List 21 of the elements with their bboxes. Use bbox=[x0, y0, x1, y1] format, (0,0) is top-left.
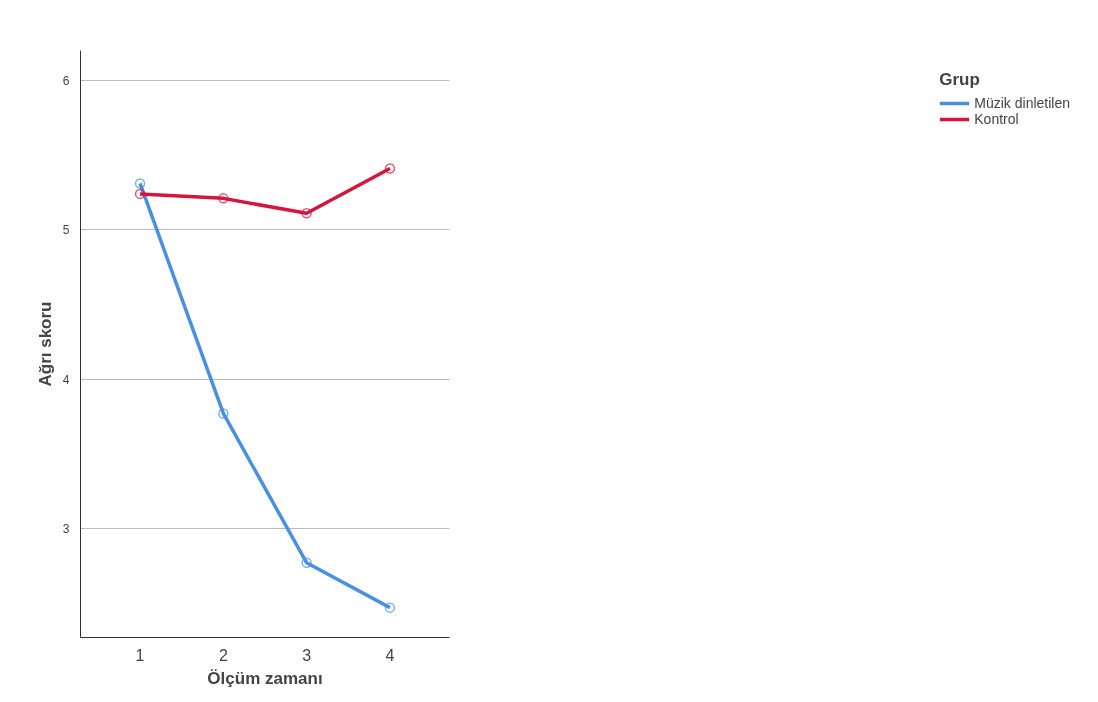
legend-label: Müzik dinletilen bbox=[974, 95, 1070, 111]
point bbox=[134, 188, 146, 200]
x-axis-title: Ölçüm zamanı bbox=[207, 668, 323, 688]
y-axis-title: Ağrı skoru bbox=[35, 301, 55, 387]
x-tick-label: 3 bbox=[302, 646, 312, 664]
x-tick-label: 2 bbox=[218, 646, 228, 664]
legend-title: Grup bbox=[939, 70, 981, 90]
y-tick-label: 6 bbox=[62, 73, 70, 88]
y-tick-label: 5 bbox=[62, 223, 70, 238]
point bbox=[134, 178, 146, 189]
y-tick-label: 4 bbox=[62, 372, 70, 387]
x-tick-label: 1 bbox=[135, 646, 145, 664]
point bbox=[301, 208, 312, 219]
point bbox=[384, 163, 396, 174]
legend-label: Kontrol bbox=[974, 111, 1019, 127]
y-tick-label: 3 bbox=[62, 521, 70, 536]
x-tick-label: 4 bbox=[385, 646, 395, 664]
point bbox=[218, 408, 229, 419]
point bbox=[384, 602, 396, 613]
point bbox=[301, 557, 312, 569]
point bbox=[218, 193, 229, 204]
